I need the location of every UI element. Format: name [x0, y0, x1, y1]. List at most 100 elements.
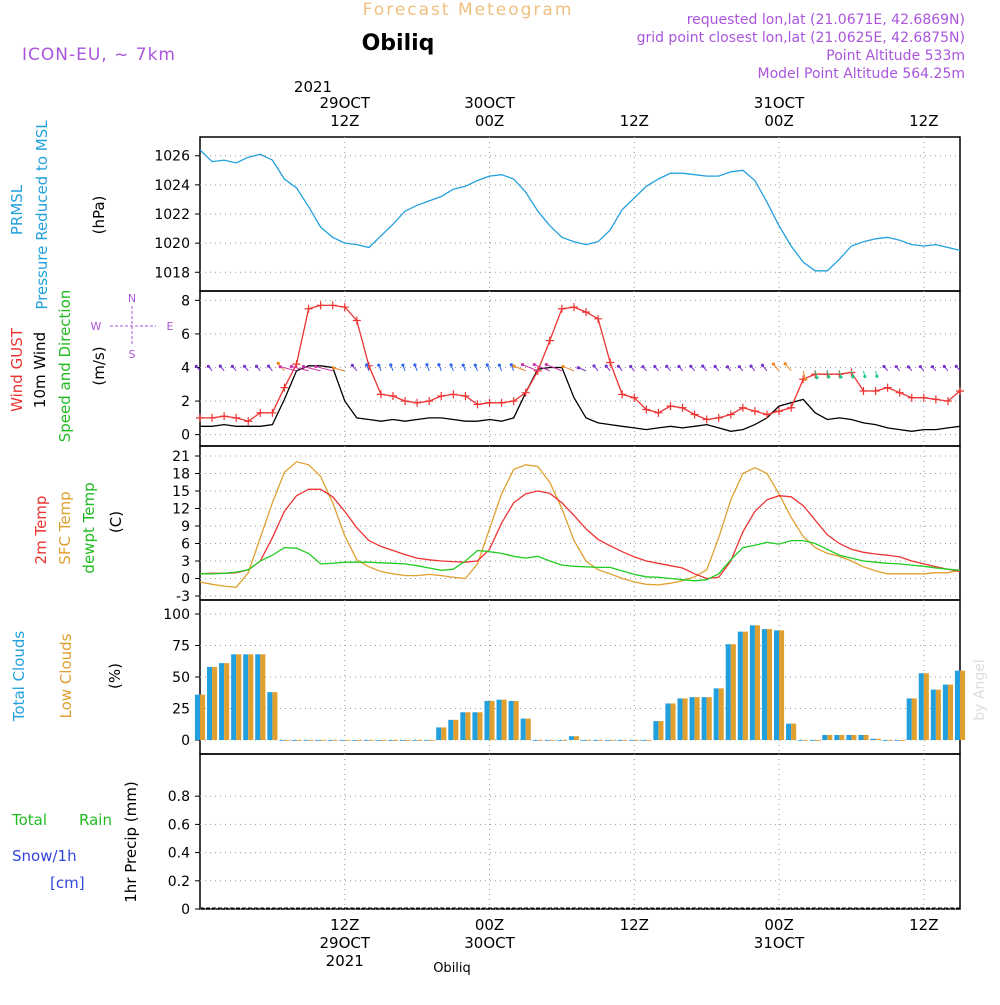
total-cloud-bar: [810, 740, 816, 741]
gust-point: [775, 407, 784, 416]
total-cloud-bar: [689, 697, 695, 740]
gust-point: [304, 304, 313, 313]
total-cloud-bar: [629, 740, 635, 741]
wind-arrow-head: [389, 363, 393, 367]
gust-point: [328, 301, 337, 310]
wind-arrow-head: [783, 362, 787, 366]
wind-arrow-head: [749, 364, 753, 368]
top-hour-label: 00Z: [764, 112, 793, 130]
gust-point: [931, 395, 940, 404]
total-cloud-bar: [412, 740, 418, 741]
wind-10m-line: [200, 365, 961, 432]
gust-point: [557, 304, 566, 313]
wind-arrow-head: [653, 364, 657, 369]
gust-point: [919, 393, 928, 402]
wind-arrow-head: [377, 363, 381, 367]
wind-arrow: [333, 367, 345, 372]
total-cloud-bar: [496, 699, 502, 740]
low-cloud-bar: [839, 734, 845, 740]
y-tick-label: 1026: [154, 149, 190, 165]
total-cloud-bar: [243, 654, 249, 740]
total-cloud-bar: [930, 689, 936, 740]
total-rain-label-2: Rain: [79, 811, 112, 829]
gust-point: [292, 360, 301, 369]
total-cloud-bar: [605, 740, 611, 741]
wind-arrow-head: [301, 364, 306, 369]
wind-arrow-head: [875, 374, 879, 378]
wind-arrow-head: [230, 364, 235, 368]
total-cloud-bar: [725, 644, 731, 740]
y-tick-label: 0.8: [168, 789, 190, 805]
total-cloud-bar: [617, 740, 623, 741]
top-date-label: 31OCT: [754, 94, 805, 112]
gust-point: [220, 412, 229, 421]
low-cloud-bar: [561, 740, 567, 741]
wind-arrow-head: [677, 364, 681, 369]
low-cloud-bar: [308, 740, 314, 741]
total-cloud-bar: [846, 734, 852, 740]
temp-unit: (C): [107, 511, 125, 533]
gust-point: [569, 303, 578, 312]
wind-10m-label: 10m Wind: [31, 332, 49, 408]
total-cloud-bar: [761, 629, 767, 740]
gust-point: [256, 408, 265, 417]
snow-unit: [cm]: [50, 874, 85, 892]
gust-point: [521, 388, 530, 397]
top-date-label: 30OCT: [464, 94, 515, 112]
prmsl-label: PRMSL: [8, 184, 26, 235]
wind-arrow-head: [512, 364, 516, 368]
wind-dir-label: Speed and Direction: [56, 290, 74, 443]
year-label: 2021: [294, 78, 332, 96]
gust-point: [606, 358, 615, 367]
location-title: Obiliq: [362, 31, 435, 56]
top-time-axis: 29OCT12Z30OCT00Z12Z31OCT00Z12Z1NOV00Z: [319, 94, 938, 130]
gust-point: [690, 410, 699, 419]
low-cloud-bar: [923, 673, 929, 740]
total-cloud-bar: [653, 721, 659, 740]
wind-arrow-head: [641, 365, 645, 369]
gust-point: [545, 336, 554, 345]
y-tick-label: 0: [181, 733, 190, 749]
low-cloud-bar: [393, 740, 399, 741]
low-cloud-bar: [248, 654, 254, 740]
wind-arrow-head: [532, 362, 536, 367]
low-cloud-bar: [634, 740, 640, 741]
wind-arrow: [562, 365, 575, 372]
compass-s-label: S: [129, 348, 136, 361]
y-tick-label: 6: [181, 537, 190, 553]
wind-gust-line: [200, 304, 961, 422]
wind-arrow-head: [242, 364, 247, 368]
gust-point: [316, 301, 325, 310]
panel-frame: [199, 753, 961, 910]
low-cloud-bar: [441, 727, 447, 740]
wind-arrow-head: [701, 364, 705, 368]
sfc-temp-line: [199, 461, 961, 588]
gust-point: [594, 314, 603, 323]
wind-arrow-head: [689, 364, 693, 368]
total-cloud-bar: [315, 740, 321, 741]
gust-point: [871, 387, 880, 395]
low-cloud-bar: [429, 740, 435, 741]
wind-arrow-head: [839, 375, 843, 379]
gust-point: [473, 400, 482, 409]
wind-arrow: [291, 365, 309, 372]
snow-label: Snow/1h: [12, 847, 77, 865]
low-cloud-bar: [875, 738, 881, 740]
total-cloud-bar: [822, 734, 828, 740]
gust-point: [666, 402, 675, 411]
low-cloud-bar: [960, 670, 966, 740]
y-tick-label: 0: [181, 572, 190, 588]
y-tick-label: 1024: [154, 178, 190, 194]
gust-point: [461, 392, 470, 401]
precip-panel: 0 0.2 0.4 0.6 0.8: [168, 753, 961, 918]
requested-coords: requested lon,lat (21.0671E, 42.6869N): [687, 12, 965, 28]
gust-point: [702, 415, 711, 424]
top-hour-label: 12Z: [909, 112, 938, 130]
gust-point: [340, 303, 349, 312]
gust-point: [244, 417, 253, 426]
pressure-msl-label: Pressure Reduced to MSL: [33, 120, 51, 310]
wind-arrow-head: [365, 363, 369, 367]
gust-point: [196, 413, 204, 422]
low-cloud-bar: [899, 740, 905, 741]
wind-arrow-head: [266, 364, 271, 368]
